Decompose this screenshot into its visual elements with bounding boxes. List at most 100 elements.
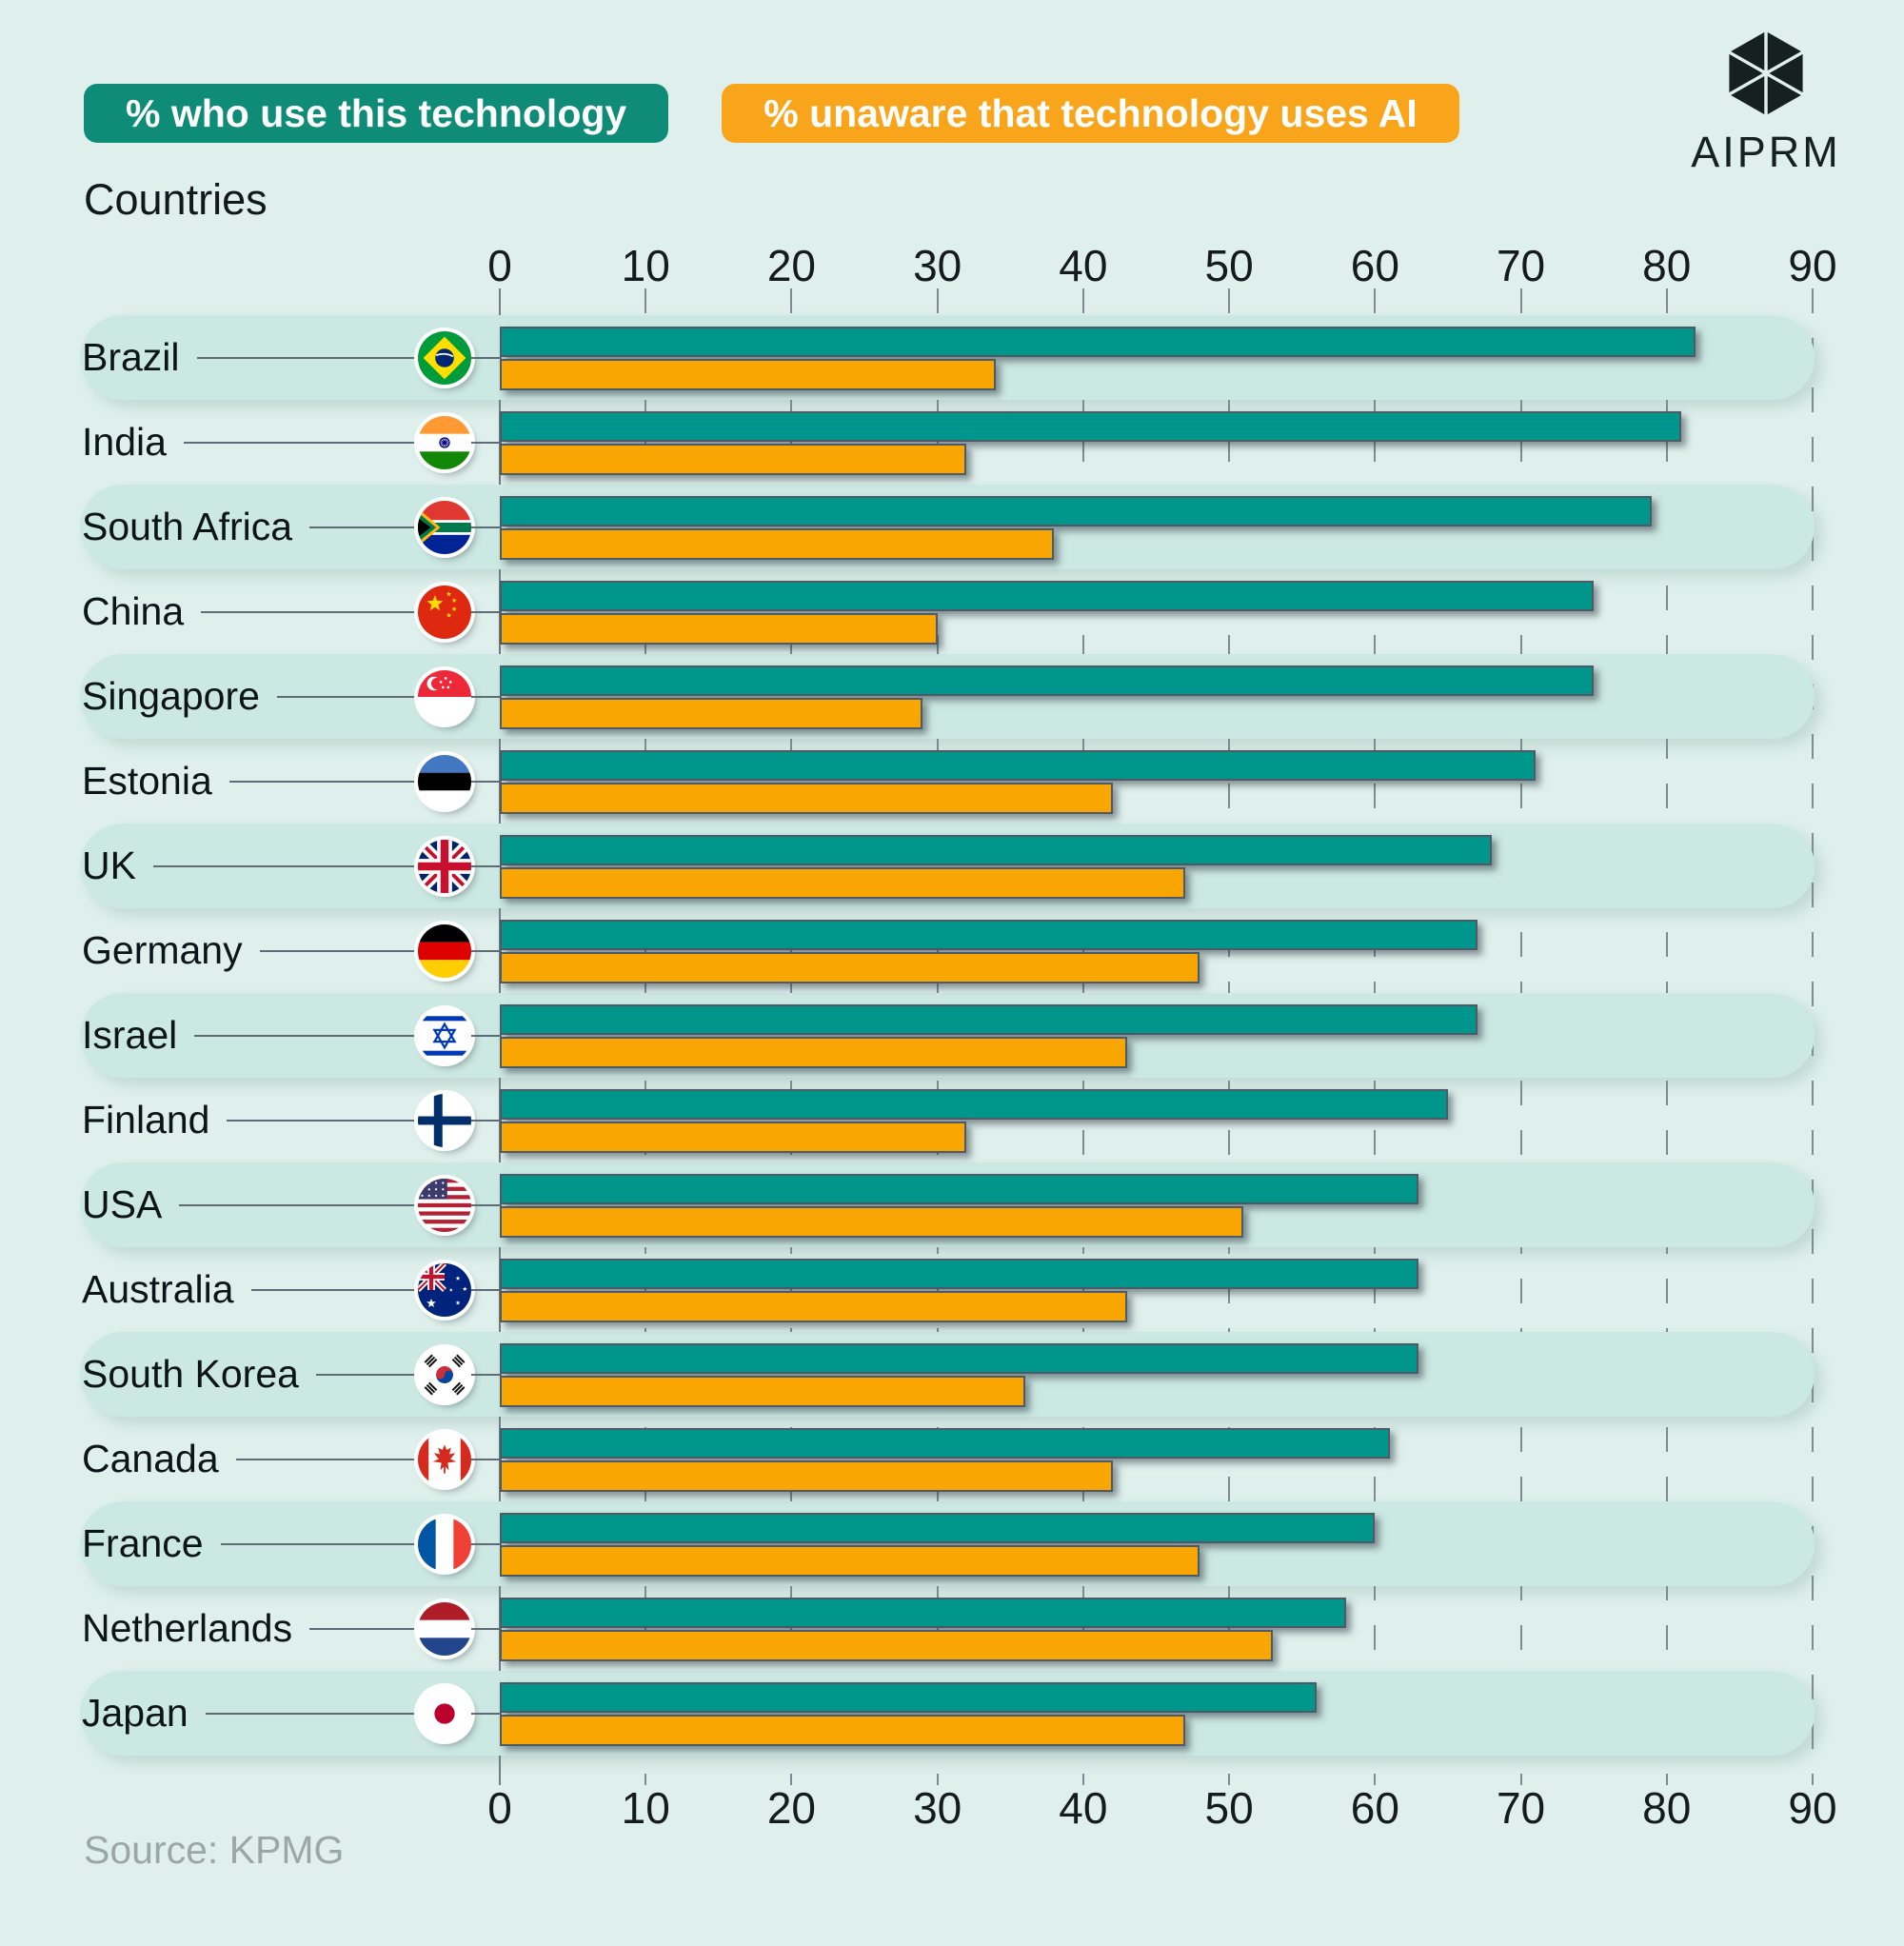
connector-line bbox=[194, 1034, 418, 1037]
x-axis-tick-label-bottom: 30 bbox=[913, 1783, 962, 1833]
unaware-bar bbox=[500, 698, 922, 729]
connector-line bbox=[235, 1458, 418, 1460]
unaware-bar bbox=[500, 359, 996, 390]
use-bar bbox=[500, 1513, 1375, 1543]
country-row: Finland bbox=[82, 1078, 502, 1162]
x-axis-tick-label-bottom: 80 bbox=[1642, 1783, 1692, 1833]
country-label: USA bbox=[82, 1182, 163, 1226]
use-bar bbox=[500, 1682, 1317, 1713]
country-label: South Korea bbox=[82, 1352, 299, 1396]
x-axis-tick-label-bottom: 50 bbox=[1204, 1783, 1254, 1833]
legend-unaware-chip: % unaware that technology uses AI bbox=[722, 84, 1459, 143]
unaware-bar bbox=[500, 528, 1054, 560]
use-bar bbox=[500, 1428, 1390, 1459]
country-label: Canada bbox=[82, 1437, 219, 1480]
x-axis-tick-label-top: 50 bbox=[1204, 241, 1254, 290]
x-axis-tick-label-bottom: 20 bbox=[766, 1783, 817, 1833]
unaware-bar bbox=[500, 1545, 1200, 1577]
x-axis-tick-label-top: 60 bbox=[1350, 241, 1399, 290]
connector-line bbox=[196, 356, 418, 359]
use-bar bbox=[500, 750, 1536, 781]
legend: % who use this technology % unaware that… bbox=[84, 84, 1459, 143]
unaware-bar bbox=[500, 1122, 966, 1153]
connector-line bbox=[471, 1203, 502, 1206]
connector-line bbox=[276, 695, 418, 698]
x-axis-tick-label-bottom: 0 bbox=[487, 1783, 512, 1833]
country-label: UK bbox=[82, 844, 136, 887]
connector-line bbox=[250, 1288, 418, 1291]
connector-line bbox=[471, 356, 502, 359]
use-bar bbox=[500, 1089, 1448, 1120]
aiprm-logo: AIPRM bbox=[1676, 25, 1856, 177]
country-label: Brazil bbox=[82, 335, 180, 379]
finland-flag-icon bbox=[418, 1093, 471, 1147]
unaware-bar bbox=[500, 1376, 1025, 1407]
aiprm-logo-text: AIPRM bbox=[1691, 128, 1841, 176]
brazil-flag-icon bbox=[418, 330, 471, 385]
x-axis-tick-label-bottom: 70 bbox=[1496, 1783, 1546, 1833]
estonia-flag-icon bbox=[418, 754, 471, 808]
usa-flag-icon bbox=[418, 1178, 471, 1232]
x-axis-tick-label-top: 90 bbox=[1788, 241, 1837, 290]
uk-flag-icon bbox=[418, 839, 471, 893]
japan-flag-icon bbox=[418, 1686, 471, 1740]
connector-line bbox=[227, 1119, 418, 1122]
country-row: India bbox=[82, 400, 502, 485]
country-label: China bbox=[82, 589, 185, 633]
china-flag-icon bbox=[418, 585, 471, 639]
x-axis-tick-label-top: 70 bbox=[1496, 241, 1546, 290]
australia-flag-icon bbox=[418, 1262, 471, 1317]
use-bar bbox=[500, 920, 1478, 950]
connector-line bbox=[315, 1373, 418, 1376]
connector-line bbox=[471, 1034, 502, 1037]
unaware-bar bbox=[500, 1037, 1127, 1068]
israel-flag-icon bbox=[418, 1008, 471, 1062]
use-bar bbox=[500, 1004, 1478, 1035]
connector-line bbox=[471, 1288, 502, 1291]
country-row: South Africa bbox=[82, 485, 502, 569]
country-label: France bbox=[82, 1521, 204, 1565]
country-label: Japan bbox=[82, 1691, 188, 1735]
country-row: Japan bbox=[82, 1671, 502, 1756]
country-row: Germany bbox=[82, 908, 502, 993]
country-label: India bbox=[82, 420, 167, 464]
country-row: China bbox=[82, 569, 502, 654]
connector-line bbox=[471, 1373, 502, 1376]
x-axis-tick-label-top: 0 bbox=[487, 241, 512, 290]
connector-line bbox=[152, 864, 418, 867]
country-row: Israel bbox=[82, 993, 502, 1078]
connector-line bbox=[471, 1712, 502, 1715]
x-axis-tick-label-top: 10 bbox=[621, 241, 670, 290]
singapore-flag-icon bbox=[418, 669, 471, 724]
canada-flag-icon bbox=[418, 1432, 471, 1486]
country-row: South Korea bbox=[82, 1332, 502, 1417]
country-label: South Africa bbox=[82, 505, 293, 548]
france-flag-icon bbox=[418, 1517, 471, 1571]
connector-line bbox=[471, 864, 502, 867]
country-row: Estonia bbox=[82, 739, 502, 824]
country-label: Israel bbox=[82, 1013, 178, 1057]
x-axis-tick-label-top: 30 bbox=[913, 241, 962, 290]
use-bar bbox=[500, 327, 1696, 357]
connector-line bbox=[471, 695, 502, 698]
use-bar bbox=[500, 835, 1492, 865]
source-note: Source: KPMG bbox=[84, 1828, 345, 1872]
unaware-bar bbox=[500, 1291, 1127, 1322]
connector-line bbox=[259, 949, 418, 952]
country-row: Canada bbox=[82, 1417, 502, 1501]
unaware-bar bbox=[500, 952, 1200, 983]
country-row: France bbox=[82, 1501, 502, 1586]
south-korea-flag-icon bbox=[418, 1347, 471, 1401]
connector-line bbox=[228, 780, 418, 783]
connector-line bbox=[471, 949, 502, 952]
connector-line bbox=[309, 1627, 418, 1630]
netherlands-flag-icon bbox=[418, 1601, 471, 1656]
country-label: Finland bbox=[82, 1098, 210, 1142]
connector-line bbox=[471, 780, 502, 783]
use-bar bbox=[500, 1598, 1346, 1628]
unaware-bar bbox=[500, 783, 1113, 814]
connector-line bbox=[309, 526, 418, 528]
unaware-bar bbox=[500, 444, 966, 475]
unaware-bar bbox=[500, 867, 1185, 899]
connector-line bbox=[205, 1712, 418, 1715]
